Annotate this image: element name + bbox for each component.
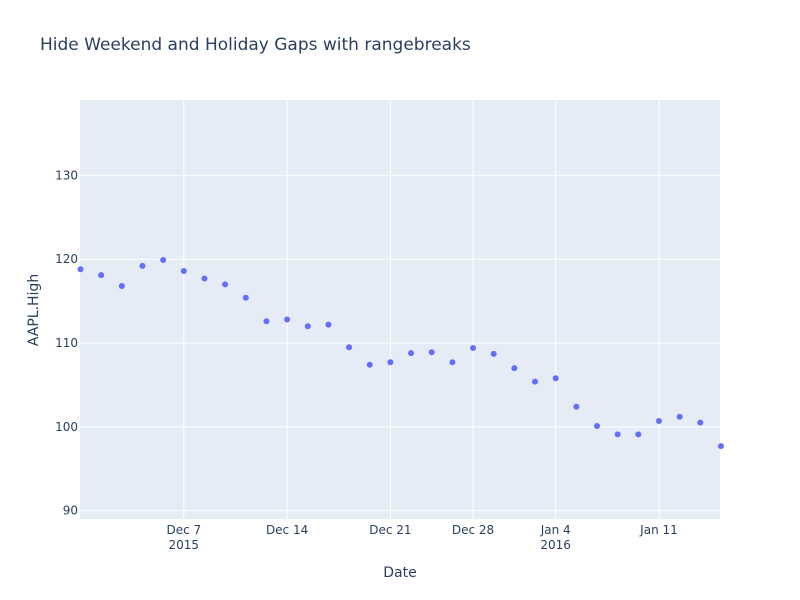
y-tick-label: 100 bbox=[55, 420, 78, 434]
data-point[interactable] bbox=[408, 350, 415, 357]
data-point[interactable] bbox=[532, 378, 539, 385]
data-point[interactable] bbox=[201, 275, 208, 282]
data-point[interactable] bbox=[697, 419, 704, 426]
data-point[interactable] bbox=[304, 323, 311, 330]
data-point[interactable] bbox=[614, 431, 621, 438]
data-point[interactable] bbox=[366, 361, 373, 368]
x-tick-label: Jan 11 bbox=[639, 523, 678, 537]
x-tick-label: Dec 21 bbox=[369, 523, 411, 537]
y-tick-label: 90 bbox=[63, 504, 78, 518]
x-tick-year-label: 2015 bbox=[169, 538, 200, 552]
data-point[interactable] bbox=[573, 403, 580, 410]
data-points bbox=[77, 257, 724, 450]
data-point[interactable] bbox=[635, 431, 642, 438]
data-point[interactable] bbox=[511, 365, 518, 372]
data-point[interactable] bbox=[242, 294, 249, 301]
y-tick-label: 120 bbox=[55, 252, 78, 266]
data-point[interactable] bbox=[552, 375, 559, 382]
y-tick-label: 130 bbox=[55, 168, 78, 182]
data-point[interactable] bbox=[180, 267, 187, 274]
data-point[interactable] bbox=[449, 359, 456, 366]
y-gridlines bbox=[80, 174, 720, 512]
data-point[interactable] bbox=[676, 413, 683, 420]
x-tick-label: Jan 4 bbox=[540, 523, 571, 537]
data-point[interactable] bbox=[160, 257, 167, 264]
data-point[interactable] bbox=[325, 321, 332, 328]
x-tick-label: Dec 28 bbox=[452, 523, 494, 537]
x-gridlines bbox=[183, 100, 660, 519]
data-point[interactable] bbox=[490, 350, 497, 357]
data-point[interactable] bbox=[428, 349, 435, 356]
data-point[interactable] bbox=[222, 281, 229, 288]
data-point[interactable] bbox=[594, 422, 600, 429]
y-axis-title: AAPL.High bbox=[26, 274, 42, 346]
data-point[interactable] bbox=[77, 266, 84, 273]
x-tick-year-label: 2016 bbox=[540, 538, 571, 552]
data-point[interactable] bbox=[98, 272, 105, 279]
data-point[interactable] bbox=[470, 345, 477, 352]
x-tick-label: Dec 7 bbox=[166, 523, 201, 537]
y-tick-label: 110 bbox=[55, 336, 78, 350]
data-point[interactable] bbox=[717, 443, 724, 450]
data-point[interactable] bbox=[139, 262, 146, 269]
data-point[interactable] bbox=[263, 318, 270, 325]
chart-title: Hide Weekend and Holiday Gaps with range… bbox=[40, 35, 471, 55]
data-point[interactable] bbox=[387, 359, 394, 366]
x-axis-title: Date bbox=[383, 565, 416, 581]
data-point[interactable] bbox=[346, 344, 353, 351]
data-point[interactable] bbox=[284, 316, 291, 323]
data-point[interactable] bbox=[118, 283, 125, 290]
plot-area bbox=[80, 100, 720, 519]
x-tick-label: Dec 14 bbox=[266, 523, 308, 537]
y-tick-labels: 90 100 110 120 130 bbox=[55, 168, 78, 517]
data-point[interactable] bbox=[655, 417, 662, 424]
